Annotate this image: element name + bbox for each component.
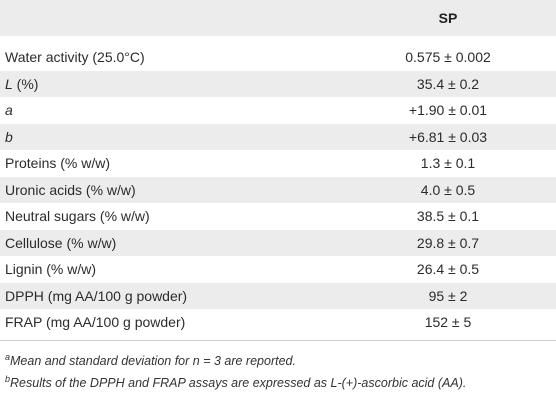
row-label-unit: (%)	[12, 75, 39, 92]
row-label: L (%)	[5, 71, 38, 98]
row-label: Proteins (% w/w)	[5, 155, 111, 171]
row-value: 38.5 ± 0.1	[416, 208, 480, 224]
table-row: FRAP (mg AA/100 g powder) 152 ± 5	[0, 309, 556, 336]
footnote-marker: b	[5, 373, 11, 384]
row-value: 1.3 ± 0.1	[420, 155, 476, 171]
row-label: Cellulose (% w/w)	[5, 234, 117, 251]
row-value: 26.4 ± 0.5	[416, 261, 480, 277]
row-value: 152 ± 5	[424, 314, 472, 330]
table-bottom-rule	[0, 339, 556, 341]
table-row: DPPH (mg AA/100 g powder) 95 ± 2	[0, 282, 556, 309]
header-spacer	[0, 36, 556, 44]
row-value: 0.575 ± 0.002	[405, 49, 491, 65]
table-row: Lignin (% w/w) 26.4 ± 0.5	[0, 256, 556, 283]
row-value: +1.90 ± 0.01	[408, 102, 488, 118]
footnote: aMean and standard deviation for n = 3 a…	[5, 350, 553, 372]
footnote-marker: a	[5, 351, 11, 362]
row-label-symbol: L	[5, 75, 13, 92]
row-label: DPPH (mg AA/100 g powder)	[5, 287, 188, 304]
table-row: b +6.81 ± 0.03	[0, 123, 556, 150]
table-row: Neutral sugars (% w/w) 38.5 ± 0.1	[0, 203, 556, 230]
row-label: Neutral sugars (% w/w)	[5, 208, 150, 224]
row-value: 95 ± 2	[428, 287, 468, 304]
table-row: Cellulose (% w/w) 29.8 ± 0.7	[0, 229, 556, 256]
column-header-sp: SP	[438, 10, 458, 26]
row-value: 4.0 ± 0.5	[420, 181, 476, 198]
row-label: Uronic acids (% w/w)	[5, 181, 136, 198]
row-value: 29.8 ± 0.7	[416, 234, 480, 251]
row-value: +6.81 ± 0.03	[408, 128, 488, 145]
row-label: a	[5, 102, 13, 118]
row-label: Lignin (% w/w)	[5, 261, 97, 277]
row-value: 35.4 ± 0.2	[416, 75, 480, 92]
table-row: Proteins (% w/w) 1.3 ± 0.1	[0, 150, 556, 177]
row-label: Water activity (25.0°C)	[5, 49, 145, 65]
footnote: bResults of the DPPH and FRAP assays are…	[5, 372, 553, 394]
footnote-text: Results of the DPPH and FRAP assays are …	[10, 376, 467, 390]
table-footnotes: aMean and standard deviation for n = 3 a…	[5, 350, 553, 394]
table-row: Uronic acids (% w/w) 4.0 ± 0.5	[0, 176, 556, 203]
data-table: SP Water activity (25.0°C) 0.575 ± 0.002…	[0, 0, 556, 341]
table-header: SP	[0, 0, 556, 36]
footnote-text: Mean and standard deviation for n = 3 ar…	[10, 354, 296, 368]
table-row: L (%) 35.4 ± 0.2	[0, 70, 556, 98]
row-label: FRAP (mg AA/100 g powder)	[5, 314, 186, 330]
table-row: a +1.90 ± 0.01	[0, 97, 556, 124]
row-label: b	[5, 128, 13, 145]
table-row: Water activity (25.0°C) 0.575 ± 0.002	[0, 44, 556, 71]
